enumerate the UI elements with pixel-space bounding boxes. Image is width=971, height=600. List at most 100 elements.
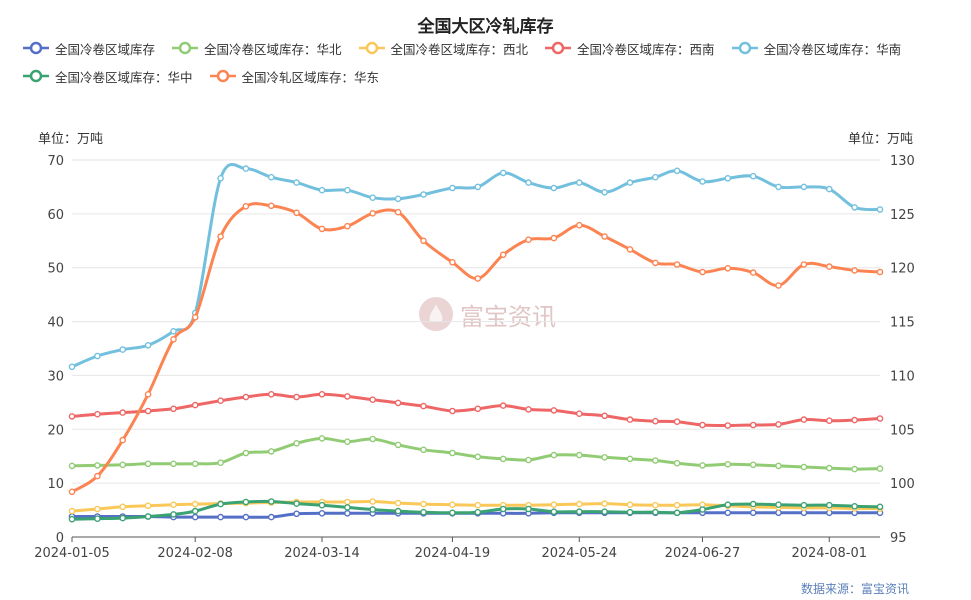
data-point [626, 416, 634, 423]
watermark-text: 富宝资讯 [460, 302, 556, 331]
data-point [499, 402, 507, 409]
data-point [119, 409, 126, 416]
data-point [369, 498, 377, 505]
data-point [144, 341, 152, 349]
data-point [699, 506, 706, 513]
data-point [144, 460, 152, 468]
data-point [673, 501, 681, 509]
data-point [626, 246, 634, 253]
data-point [749, 172, 757, 180]
data-point [724, 509, 732, 517]
legend-label: 全国冷卷区域库存：西南 [577, 41, 715, 57]
legend-line-marker-icon [731, 41, 758, 55]
data-point [344, 504, 351, 511]
series-line [70, 202, 882, 494]
data-point [420, 237, 427, 245]
data-point [800, 183, 808, 191]
data-point [369, 209, 377, 217]
data-point [318, 390, 326, 398]
legend-item[interactable]: 全国冷轧区域库存：华东 [209, 66, 379, 86]
data-point [369, 194, 377, 201]
data-point [217, 459, 224, 467]
data-point [749, 461, 757, 469]
legend-item[interactable]: 全国冷卷区域库存：华中 [22, 66, 193, 86]
data-point [652, 457, 659, 464]
data-point [394, 499, 402, 507]
data-point [876, 206, 884, 213]
series-line [70, 163, 882, 369]
data-point [144, 390, 152, 398]
legend-line-marker-icon [358, 41, 385, 55]
data-point [191, 507, 199, 515]
data-point [550, 407, 558, 414]
data-point [525, 505, 532, 513]
series-5 [68, 498, 884, 523]
legend-line-marker-icon [209, 69, 236, 83]
legend-item[interactable]: 全国冷卷区域库存 [22, 38, 155, 58]
data-point [749, 509, 757, 517]
data-point [550, 508, 558, 516]
legend-item[interactable]: 全国冷卷区域库存：西南 [544, 38, 715, 58]
data-point [242, 202, 250, 210]
y-left-tick-label: 10 [47, 477, 64, 492]
data-point [242, 449, 250, 457]
data-point [267, 498, 275, 505]
y-left-tick-label: 70 [47, 154, 64, 169]
data-point [449, 501, 456, 509]
y-left-tick-label: 30 [47, 369, 64, 384]
data-point [420, 191, 427, 198]
data-point [673, 509, 681, 517]
data-point [94, 352, 101, 360]
x-tick-label: 2024-01-05 [34, 546, 110, 561]
data-point [267, 173, 275, 181]
data-point [826, 464, 833, 472]
data-point [394, 507, 402, 515]
x-tick-label: 2024-02-08 [157, 546, 233, 561]
data-point [699, 462, 706, 469]
data-point [499, 455, 507, 463]
legend-item[interactable]: 全国冷卷区域库存：西北 [358, 38, 529, 58]
data-point [699, 268, 706, 276]
data-point [217, 233, 224, 240]
y-right-tick-label: 130 [890, 154, 915, 169]
data-point [576, 451, 583, 459]
data-point [499, 505, 507, 513]
data-point [344, 222, 351, 230]
data-point [775, 462, 782, 470]
legend-item[interactable]: 全国冷卷区域库存：华南 [731, 38, 901, 58]
y-right-tick-label: 95 [890, 531, 907, 546]
legend-item[interactable]: 全国冷卷区域库存：华北 [171, 38, 342, 58]
series-3 [68, 390, 884, 429]
data-point [576, 221, 583, 229]
data-point [800, 501, 808, 509]
data-point [851, 416, 858, 424]
y-left-tick-label: 50 [47, 262, 64, 277]
data-point [851, 465, 858, 473]
data-point [749, 421, 757, 429]
data-point [68, 507, 76, 515]
data-point [217, 500, 224, 508]
data-point [724, 422, 732, 429]
data-point [601, 500, 608, 507]
data-point [191, 513, 199, 521]
data-point [800, 261, 808, 268]
data-source: 数据来源：富宝资讯 [800, 582, 909, 596]
data-point [826, 417, 833, 425]
data-point [293, 500, 300, 507]
watermark-logo-icon [419, 297, 453, 331]
legend-label: 全国冷卷区域库存：西北 [390, 41, 529, 57]
legend-label: 全国冷卷区域库存 [55, 41, 156, 57]
data-point [449, 184, 456, 192]
data-point [673, 261, 681, 268]
x-tick-label: 2024-08-01 [791, 546, 867, 561]
data-point [293, 439, 300, 447]
data-point [144, 407, 152, 415]
legend-line-marker-icon [23, 69, 49, 83]
y-right-tick-label: 100 [890, 477, 915, 492]
data-point [576, 179, 583, 186]
data-point [94, 462, 101, 469]
data-point [775, 501, 782, 509]
data-point [601, 412, 608, 420]
data-point [550, 184, 558, 192]
